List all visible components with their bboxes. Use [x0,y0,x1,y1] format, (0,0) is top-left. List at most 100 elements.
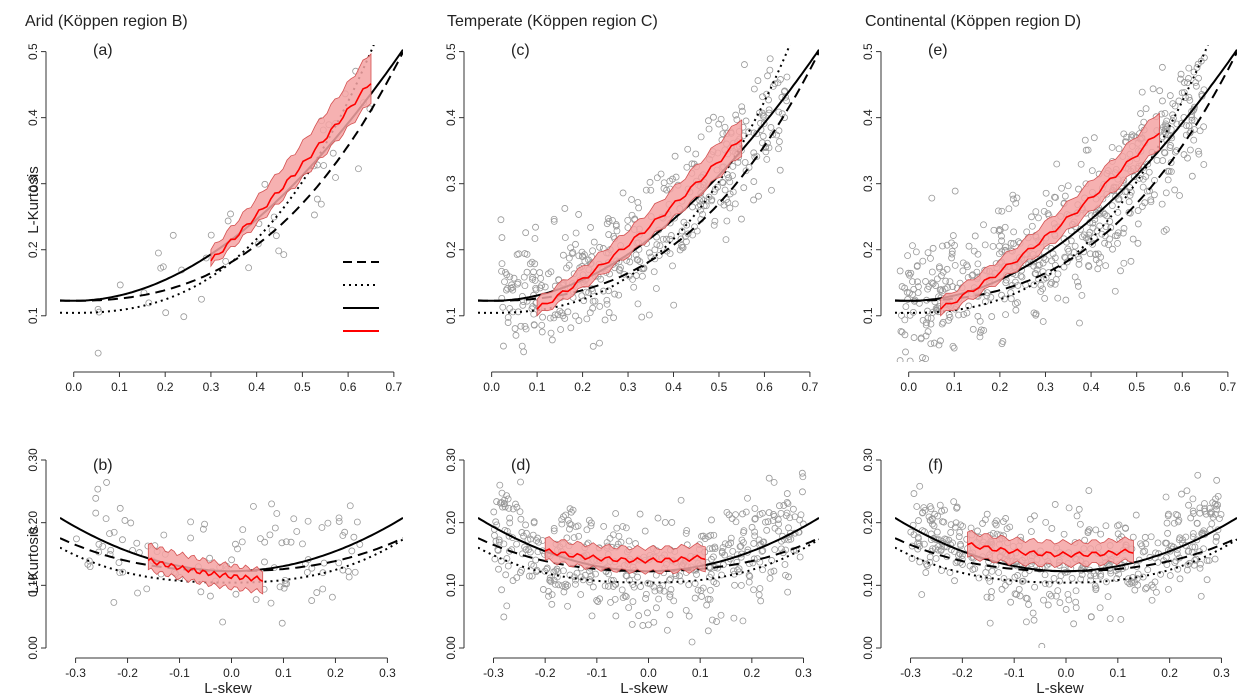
data-point [942,536,950,543]
data-point [504,319,512,326]
data-point [1213,505,1221,513]
data-point [1089,240,1096,248]
data-point [992,521,1000,529]
data-point [729,547,737,555]
data-point [1107,569,1115,577]
data-point [738,107,746,115]
data-point [663,626,671,634]
data-point [1075,260,1083,268]
data-point [1157,570,1164,578]
data-point [750,85,758,93]
data-point [1019,577,1027,585]
data-point [555,581,562,589]
data-point [729,172,736,179]
column-title-arid: Arid (Köppen region B) [25,13,188,30]
data-point [604,215,612,222]
x-tick-label: 0.4 [1083,380,1100,394]
plot-area [478,45,819,407]
data-point [1012,300,1019,308]
data-point [688,638,696,646]
data-point [1101,239,1109,247]
data-point [116,504,124,512]
data-point [914,278,921,286]
data-point [1188,116,1196,124]
data-point [1077,575,1085,583]
data-point [605,231,613,238]
data-point [1091,251,1099,259]
data-point [796,553,804,561]
data-point [986,619,994,627]
data-point [1022,618,1030,626]
data-point [698,593,706,600]
data-point [721,551,729,559]
data-point [538,328,546,336]
data-point [739,617,747,625]
data-point [935,263,943,271]
data-point [1171,102,1179,110]
data-point [519,301,527,309]
data-point [522,521,529,529]
data-point [1127,188,1135,196]
data-point [1102,522,1110,530]
data-point [299,540,306,548]
data-point [143,585,151,593]
data-point [521,543,529,551]
data-point [535,538,542,546]
data-point [133,539,141,547]
data-point [507,284,515,292]
data-point [926,558,934,566]
x-tick-label: 0.2 [157,380,174,394]
data-point [558,520,566,528]
data-point [726,178,734,186]
data-point [941,506,948,514]
data-point [1148,596,1156,604]
data-point [955,533,963,541]
data-point [271,524,279,532]
data-point [742,508,750,516]
data-point [944,284,951,292]
plot-area [478,469,819,646]
data-point [509,283,517,291]
data-point [754,77,762,84]
data-point [1141,547,1149,555]
data-point [1129,533,1137,541]
data-point [1200,123,1208,131]
data-point [634,573,641,581]
x-tick-label: 0.7 [386,380,403,394]
data-point [1192,79,1200,86]
data-point [949,232,957,239]
data-point [1117,615,1125,623]
data-point [1042,256,1049,263]
data-point [704,627,712,635]
data-point [546,574,554,582]
data-point [634,199,642,206]
data-point [526,572,533,580]
data-point [938,567,945,574]
data-point [629,598,637,605]
data-point [636,258,644,265]
data-point [948,254,955,262]
data-point [562,583,569,591]
data-point [614,540,622,548]
data-point [324,519,332,527]
data-point [501,401,507,407]
data-point [767,568,775,576]
data-point [1134,581,1142,589]
data-point [729,162,737,170]
data-point [977,326,985,334]
data-point [1196,564,1204,572]
data-point [599,287,607,295]
data-point [1102,262,1110,270]
data-point [572,229,580,237]
data-point [904,296,912,303]
data-point [774,516,782,523]
data-point [609,216,616,224]
panel-label: (f) [928,457,943,474]
data-point [521,322,529,330]
data-point [708,555,715,563]
data-point [1203,557,1211,564]
data-point [785,573,792,581]
data-point [796,516,804,524]
data-point [730,614,738,622]
data-point [1114,530,1122,538]
